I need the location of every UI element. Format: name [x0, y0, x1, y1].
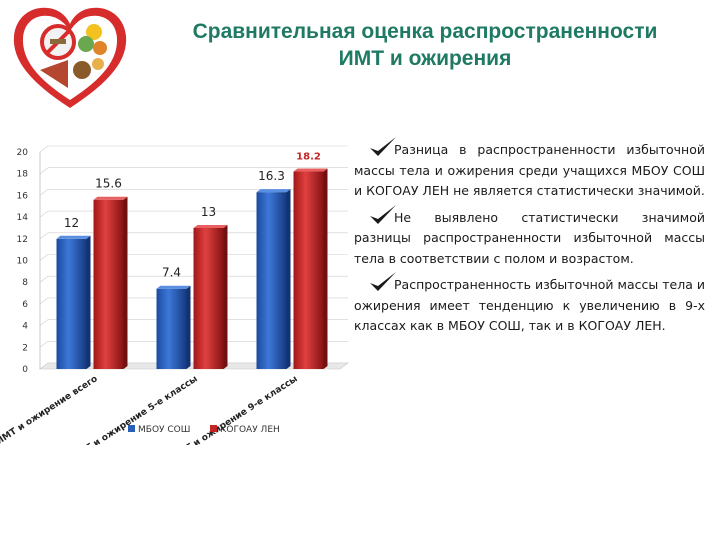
gridline-diagonal: [39, 297, 49, 305]
bar: [193, 227, 224, 369]
y-tick-label: 12: [17, 235, 28, 245]
y-tick-label: 20: [17, 148, 29, 158]
checkmark-icon: [370, 204, 396, 224]
y-tick-label: 2: [22, 343, 28, 353]
data-label: 7.4: [162, 266, 181, 280]
legend-swatch: [128, 425, 135, 432]
bar-chart: 0 2 4 6 8 10 12 14 16 18 20 12 15.6 7.4 13 16.3 18.2 ИМ…: [0, 145, 349, 445]
bar-top: [293, 168, 328, 172]
gridline-diagonal: [39, 275, 49, 283]
bar-side: [323, 168, 328, 369]
title-line-2: ИМТ и ожирения: [338, 47, 512, 70]
note-item: Не выявлено статистически значимой разни…: [354, 204, 705, 270]
data-label: 13: [201, 205, 216, 219]
notes-panel: Разница в распространенности избыточной …: [354, 137, 705, 343]
legend-label: МБОУ СОШ: [138, 425, 190, 435]
bar-top: [93, 196, 128, 200]
note-item: Распространенность избыточной массы тела…: [354, 272, 705, 337]
y-tick-label: 16: [17, 191, 29, 201]
page-title: Сравнительная оценка распространенности …: [130, 18, 720, 72]
checkmark-icon: [370, 272, 396, 291]
gridline-diagonal: [39, 189, 49, 196]
bar-top: [256, 189, 291, 193]
bar-side: [286, 189, 291, 369]
gridline-diagonal: [39, 167, 49, 174]
y-tick-label: 6: [22, 300, 28, 310]
bar: [256, 192, 287, 369]
bar: [56, 238, 87, 369]
data-label: 15.6: [95, 177, 122, 191]
bar-top: [56, 235, 91, 239]
legend-swatch: [210, 425, 217, 432]
y-tick-label: 0: [22, 365, 28, 375]
y-tick-label: 14: [17, 213, 29, 223]
category-label: ИМТ и ожирение всего: [0, 374, 100, 445]
bar-top: [193, 224, 228, 228]
heart-food-logo-icon: [13, 7, 127, 108]
note-item: Разница в распространенности избыточной …: [354, 137, 705, 202]
gridline-diagonal: [39, 319, 49, 326]
data-label: 18.2: [296, 152, 321, 163]
bar-side: [86, 235, 91, 369]
bar-side: [123, 196, 128, 369]
bar-top: [156, 285, 191, 289]
checkmark-icon: [370, 137, 396, 156]
title-line-1: Сравнительная оценка распространенности: [192, 20, 658, 43]
gridline-diagonal: [39, 341, 49, 348]
y-tick-label: 4: [22, 322, 28, 332]
gridline-diagonal: [39, 145, 49, 153]
bar: [156, 288, 187, 369]
gridline-diagonal: [39, 232, 49, 240]
gridline-diagonal: [39, 210, 49, 218]
bar-side: [223, 224, 228, 369]
y-tick-label: 8: [22, 278, 28, 288]
legend-label: КОГОАУ ЛЕН: [220, 425, 280, 435]
note-text: Разница в распространенности избыточной …: [354, 142, 705, 198]
data-label: 12: [64, 216, 79, 230]
y-tick-label: 18: [17, 170, 29, 180]
gridline-diagonal: [39, 254, 49, 261]
note-text: Не выявлено статистически значимой разни…: [354, 209, 705, 266]
bar-side: [186, 285, 191, 369]
y-tick-label: 10: [17, 257, 29, 267]
data-label: 16.3: [258, 169, 285, 183]
bar: [93, 199, 124, 369]
note-text: Распространенность избыточной массы тела…: [354, 277, 705, 333]
bar: [293, 171, 324, 369]
